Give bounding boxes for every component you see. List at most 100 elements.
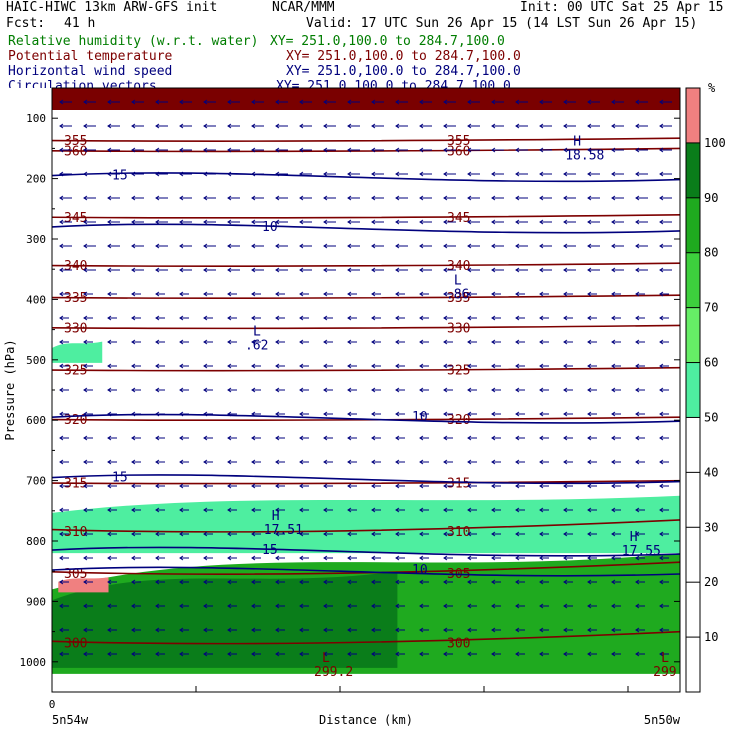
- circulation-vector: [371, 99, 384, 105]
- circulation-vector: [419, 123, 432, 129]
- colorbar-tick-label: 80: [704, 246, 718, 260]
- circulation-vector: [395, 627, 405, 633]
- circulation-vector: [59, 171, 72, 177]
- theta-contour-line: [52, 324, 680, 330]
- circulation-vector: [467, 627, 477, 633]
- circulation-vector: [347, 267, 360, 273]
- circulation-vector: [515, 363, 525, 369]
- circulation-vector: [443, 195, 456, 201]
- y-tick-label: 1000: [20, 656, 47, 669]
- circulation-vector: [515, 603, 525, 609]
- circulation-vector: [299, 147, 312, 153]
- circulation-vector: [275, 387, 285, 393]
- circulation-vector: [155, 99, 168, 105]
- circulation-vector: [251, 243, 264, 249]
- circulation-vector: [443, 315, 453, 321]
- circulation-vector: [179, 123, 192, 129]
- circulation-vector: [347, 339, 357, 345]
- circulation-vector: [491, 363, 501, 369]
- circulation-vector: [419, 267, 432, 273]
- extremum-marker: L: [454, 273, 462, 288]
- circulation-vector: [251, 315, 261, 321]
- circulation-vector: [179, 603, 189, 609]
- circulation-vector: [251, 579, 261, 585]
- circulation-vector: [443, 339, 453, 345]
- circulation-vector: [515, 651, 525, 657]
- circulation-vector: [419, 219, 432, 225]
- circulation-vector: [539, 291, 549, 297]
- circulation-vector: [611, 219, 624, 225]
- x-axis: 0: [49, 686, 629, 711]
- circulation-vector: [563, 603, 573, 609]
- circulation-vector: [635, 195, 648, 201]
- circulation-vector: [107, 507, 117, 513]
- circulation-vector: [59, 651, 69, 657]
- circulation-vector: [347, 603, 357, 609]
- circulation-vector: [275, 123, 288, 129]
- circulation-vector: [659, 147, 672, 153]
- circulation-vector: [563, 267, 576, 273]
- circulation-vector: [203, 99, 216, 105]
- circulation-vector: [371, 267, 384, 273]
- circulation-vector: [347, 291, 357, 297]
- circulation-vector: [443, 363, 453, 369]
- circulation-vector: [467, 411, 477, 417]
- circulation-vector: [491, 123, 504, 129]
- circulation-vector: [467, 387, 477, 393]
- circulation-vector: [203, 315, 213, 321]
- circulation-vector: [491, 627, 501, 633]
- circulation-vector: [179, 243, 192, 249]
- circulation-vector: [491, 219, 504, 225]
- circulation-vector: [107, 219, 120, 225]
- theta-contour-label: 330: [64, 321, 87, 336]
- circulation-vector: [179, 147, 192, 153]
- circulation-vector: [59, 147, 72, 153]
- circulation-vector: [323, 483, 333, 489]
- circulation-vector: [323, 651, 333, 657]
- circulation-vector: [635, 411, 645, 417]
- circulation-vector: [467, 315, 477, 321]
- circulation-vector: [419, 171, 432, 177]
- circulation-vector: [323, 195, 336, 201]
- circulation-vector: [299, 435, 309, 441]
- circulation-vector: [419, 435, 429, 441]
- circulation-vector: [83, 435, 93, 441]
- circulation-vector: [611, 483, 621, 489]
- circulation-vectors: [59, 99, 672, 657]
- wind-contour-line: [52, 413, 680, 424]
- circulation-vector: [131, 219, 144, 225]
- circulation-vector: [467, 267, 480, 273]
- circulation-vector: [155, 363, 165, 369]
- circulation-vector: [131, 171, 144, 177]
- circulation-vector: [59, 363, 69, 369]
- circulation-vector: [155, 507, 165, 513]
- circulation-vector: [395, 435, 405, 441]
- circulation-vector: [539, 411, 549, 417]
- circulation-vector: [635, 483, 645, 489]
- circulation-vector: [83, 531, 93, 537]
- circulation-vector: [299, 195, 312, 201]
- circulation-vector: [371, 315, 381, 321]
- circulation-vector: [203, 195, 216, 201]
- circulation-vector: [611, 291, 621, 297]
- circulation-vector: [203, 387, 213, 393]
- circulation-vector: [587, 315, 597, 321]
- circulation-vector: [563, 339, 573, 345]
- circulation-vector: [347, 243, 360, 249]
- circulation-vector: [323, 363, 333, 369]
- circulation-vector: [131, 147, 144, 153]
- circulation-vector: [347, 651, 357, 657]
- circulation-vector: [443, 99, 456, 105]
- circulation-vector: [659, 171, 672, 177]
- circulation-vector: [203, 627, 213, 633]
- circulation-vector: [587, 579, 597, 585]
- theta-contour-label: 325: [64, 364, 87, 379]
- circulation-vector: [515, 243, 528, 249]
- circulation-vector: [419, 603, 429, 609]
- circulation-vector: [539, 267, 552, 273]
- x-axis-title: Distance (km): [319, 713, 413, 727]
- circulation-vector: [419, 147, 432, 153]
- circulation-vector: [587, 147, 600, 153]
- circulation-vector: [131, 555, 141, 561]
- circulation-vector: [491, 531, 501, 537]
